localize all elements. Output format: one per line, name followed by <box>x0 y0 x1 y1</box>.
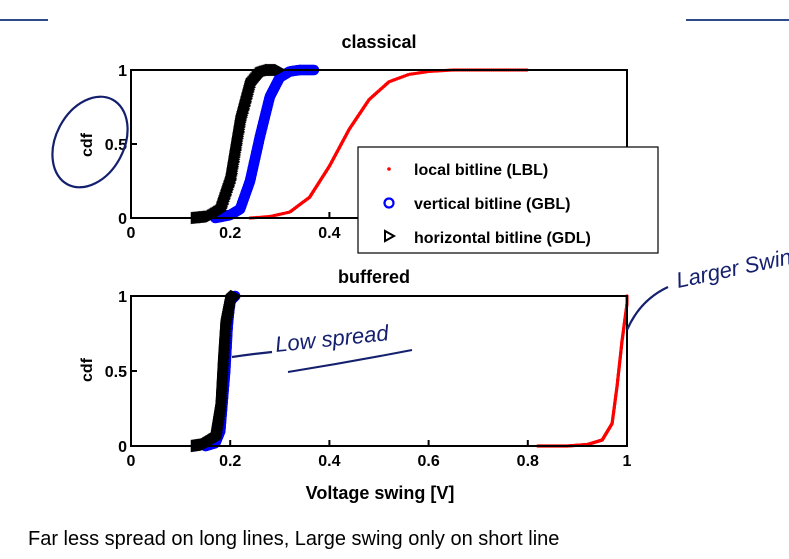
legend-marker-gbl <box>383 197 395 209</box>
classical-chart: classical cdf 0 0.2 0.4 0 0.5 1 <box>79 32 628 242</box>
classical-ytick-label-0: 0 <box>118 211 127 228</box>
buffered-point-lbl <box>619 351 623 355</box>
classical-point-lbl <box>397 76 402 80</box>
classical-point-lbl <box>313 187 317 191</box>
buffered-point-lbl <box>614 388 619 392</box>
classical-ytick-label-1: 0.5 <box>105 137 127 154</box>
buffered-point-lbl <box>615 383 619 387</box>
classical-point-lbl <box>405 73 409 77</box>
classical-xtick-label-1: 0.2 <box>219 225 241 242</box>
buffered-point-lbl <box>612 406 616 410</box>
buffered-curves <box>190 289 629 453</box>
legend-box <box>357 146 659 254</box>
buffered-xtick-label-3: 0.6 <box>417 453 439 470</box>
buffered-point-lbl <box>623 317 627 321</box>
classical-ytick-label-2: 1 <box>118 63 127 80</box>
buffered-point-gdl <box>217 366 229 380</box>
buffered-ytick-label-2: 1 <box>118 289 127 306</box>
legend-marker-gdl <box>384 229 397 243</box>
legend-label-gbl: vertical bitline (GBL) <box>414 196 570 213</box>
buffered-ticks: 0 0.2 0.4 0.6 0.8 1 0 0.5 1 <box>105 289 632 470</box>
buffered-title: buffered <box>338 267 410 287</box>
classical-point-lbl <box>395 77 399 81</box>
buffered-xtick-label-2: 0.4 <box>318 453 340 470</box>
buffered-point-lbl <box>611 410 616 415</box>
legend-label-gdl: horizontal bitline (GDL) <box>414 230 591 247</box>
classical-point-lbl <box>307 195 312 199</box>
legend-label-lbl: local bitline (LBL) <box>414 162 548 179</box>
classical-point-gbl <box>283 66 295 78</box>
buffered-axes-frame <box>130 295 628 447</box>
classical-point-lbl <box>410 72 414 76</box>
legend: local bitline (LBL) vertical bitline (GB… <box>357 146 659 254</box>
buffered-point-lbl <box>620 340 624 344</box>
classical-xtick-label-0: 0 <box>127 225 136 242</box>
buffered-series-lbl <box>536 294 629 448</box>
buffered-point-lbl <box>617 362 622 366</box>
buffered-point-lbl <box>622 322 626 326</box>
buffered-xtick-label-1: 0.2 <box>219 453 241 470</box>
slide-caption: Far less spread on long lines, Large swi… <box>28 528 560 550</box>
classical-curves <box>190 63 529 225</box>
low-spread-pointer <box>231 350 273 359</box>
buffered-point-lbl <box>621 331 625 335</box>
buffered-point-lbl <box>619 345 623 350</box>
buffered-point-lbl <box>613 397 617 401</box>
buffered-ytick-label-0: 0 <box>118 439 127 456</box>
buffered-point-lbl <box>617 367 621 371</box>
classical-series-lbl <box>248 68 529 220</box>
buffered-ylabel: cdf <box>79 357 96 382</box>
buffered-point-gdl <box>216 392 228 405</box>
classical-point-lbl <box>423 70 427 74</box>
classical-point-lbl <box>387 80 391 84</box>
buffered-point-lbl <box>610 422 614 426</box>
classical-point-gbl <box>246 168 258 179</box>
classical-point-lbl <box>311 189 315 194</box>
larger-swing-pointer <box>625 286 669 331</box>
buffered-point-gdl <box>216 383 228 397</box>
low-spread-underline <box>287 349 413 373</box>
cdf-circle-annotation <box>51 95 129 189</box>
buffered-xtick-label-5: 1 <box>623 453 632 470</box>
buffered-xtick-label-4: 0.8 <box>517 453 539 470</box>
low-spread-annotation: Low spread <box>274 320 390 357</box>
buffered-ytick-label-1: 0.5 <box>105 364 127 381</box>
classical-point-lbl <box>403 74 407 78</box>
buffered-point-lbl <box>613 401 617 406</box>
buffered-point-lbl <box>618 356 622 360</box>
classical-point-lbl <box>315 184 319 188</box>
buffered-point-gdl <box>217 375 229 388</box>
classical-xtick-label-2: 0.4 <box>318 225 340 242</box>
classical-series-gdl <box>190 63 286 225</box>
classical-point-lbl <box>417 71 421 75</box>
classical-ylabel: cdf <box>79 132 96 157</box>
buffered-point-gdl <box>215 400 227 414</box>
classical-series-gbl <box>210 64 320 224</box>
classical-point-lbl <box>389 79 394 83</box>
buffered-point-lbl <box>614 392 618 397</box>
classical-point-lbl <box>309 192 313 197</box>
buffered-xtick-label-0: 0 <box>127 453 136 470</box>
buffered-point-lbl <box>610 420 614 424</box>
buffered-chart: buffered cdf Voltage swing [V] 0 0.2 0.4 0.… <box>79 267 632 503</box>
buffered-point-lbl <box>620 335 625 339</box>
classical-point-gbl <box>245 173 256 185</box>
larger-swing-annotation: Larger Swing <box>674 241 789 293</box>
buffered-xlabel: Voltage swing [V] <box>306 483 455 503</box>
buffered-series-gdl <box>190 289 242 453</box>
classical-point-lbl <box>392 78 396 82</box>
buffered-point-lbl <box>611 415 615 419</box>
buffered-point-lbl <box>616 378 620 382</box>
classical-title: classical <box>341 32 416 52</box>
legend-marker-lbl <box>387 167 391 171</box>
classical-point-lbl <box>400 75 404 79</box>
buffered-point-lbl <box>622 326 626 330</box>
buffered-point-lbl <box>616 372 620 377</box>
